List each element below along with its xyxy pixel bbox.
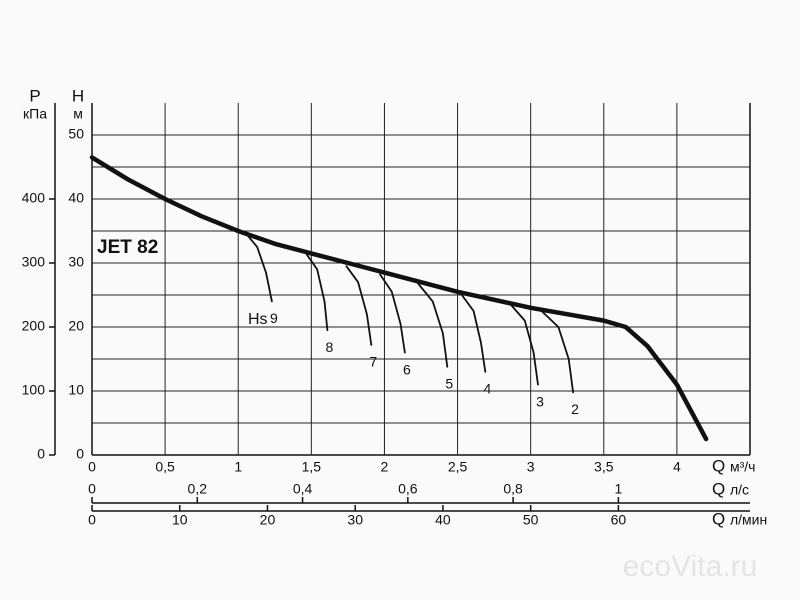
suction-curve	[244, 232, 273, 303]
y2-label: P	[29, 86, 40, 105]
x3-tick-label: 10	[172, 512, 188, 528]
curve-label: 2	[571, 401, 579, 417]
x2-tick-label: 0,8	[503, 481, 523, 497]
x3-tick-label: 30	[347, 512, 363, 528]
x-tick-label: 4	[673, 459, 681, 475]
x3-unit: л/мин	[730, 512, 767, 528]
x-tick-label: 1	[234, 459, 242, 475]
curve-label: 9	[270, 310, 278, 326]
x2-tick-label: 0,2	[188, 481, 208, 497]
x-tick-label: 3,5	[594, 459, 614, 475]
y2-tick-label: 100	[22, 382, 46, 398]
curve-label: 8	[326, 339, 334, 355]
curve-label: 3	[536, 393, 544, 409]
curve-label: 7	[369, 354, 377, 370]
annotation: Hs	[248, 311, 268, 328]
y-tick-label: 30	[68, 254, 84, 270]
suction-curve	[417, 282, 449, 368]
x3-tick-label: 40	[435, 512, 451, 528]
x2-tick-label: 0	[88, 481, 96, 497]
x3-tick-label: 60	[611, 512, 627, 528]
x-label: Q	[712, 456, 725, 475]
curve-label: 5	[445, 375, 453, 391]
chart-title: JET 82	[97, 237, 158, 258]
suction-curve	[379, 273, 406, 354]
suction-curve	[306, 253, 329, 332]
y-tick-label: 10	[68, 382, 84, 398]
suction-curve	[509, 303, 539, 386]
x-tick-label: 0	[88, 459, 96, 475]
curve-label: 4	[483, 381, 491, 397]
x-tick-label: 3	[527, 459, 535, 475]
x2-tick-label: 0,6	[398, 481, 418, 497]
y-tick-label: 20	[68, 318, 84, 334]
watermark: ecoVita.ru	[623, 550, 758, 583]
y2-tick-label: 300	[22, 254, 46, 270]
curve-label: 6	[403, 361, 411, 377]
suction-curve	[345, 265, 373, 346]
y-tick-label: 40	[68, 190, 84, 206]
suction-curve	[459, 292, 487, 373]
x-unit: м³/ч	[730, 459, 755, 475]
x2-tick-label: 0,4	[293, 481, 313, 497]
x-tick-label: 1,5	[302, 459, 322, 475]
x3-tick-label: 20	[260, 512, 276, 528]
x2-tick-label: 1	[615, 481, 623, 497]
y2-unit: кПа	[23, 106, 47, 122]
y-label: H	[72, 86, 84, 105]
x3-label: Q	[712, 509, 725, 528]
y-unit: м	[73, 106, 83, 122]
x2-unit: л/с	[730, 482, 749, 498]
y-tick-label: 0	[76, 446, 84, 462]
pump-curve	[89, 155, 709, 442]
suction-curve	[540, 309, 574, 394]
y2-tick-label: 400	[22, 190, 46, 206]
x-tick-label: 0,5	[155, 459, 175, 475]
x-tick-label: 2,5	[448, 459, 468, 475]
x-tick-label: 2	[381, 459, 389, 475]
x2-label: Q	[712, 479, 725, 498]
y2-tick-label: 200	[22, 318, 46, 334]
x3-tick-label: 0	[88, 512, 96, 528]
x3-tick-label: 50	[523, 512, 539, 528]
y-tick-label: 50	[68, 126, 84, 142]
y2-tick-label: 0	[37, 446, 45, 462]
